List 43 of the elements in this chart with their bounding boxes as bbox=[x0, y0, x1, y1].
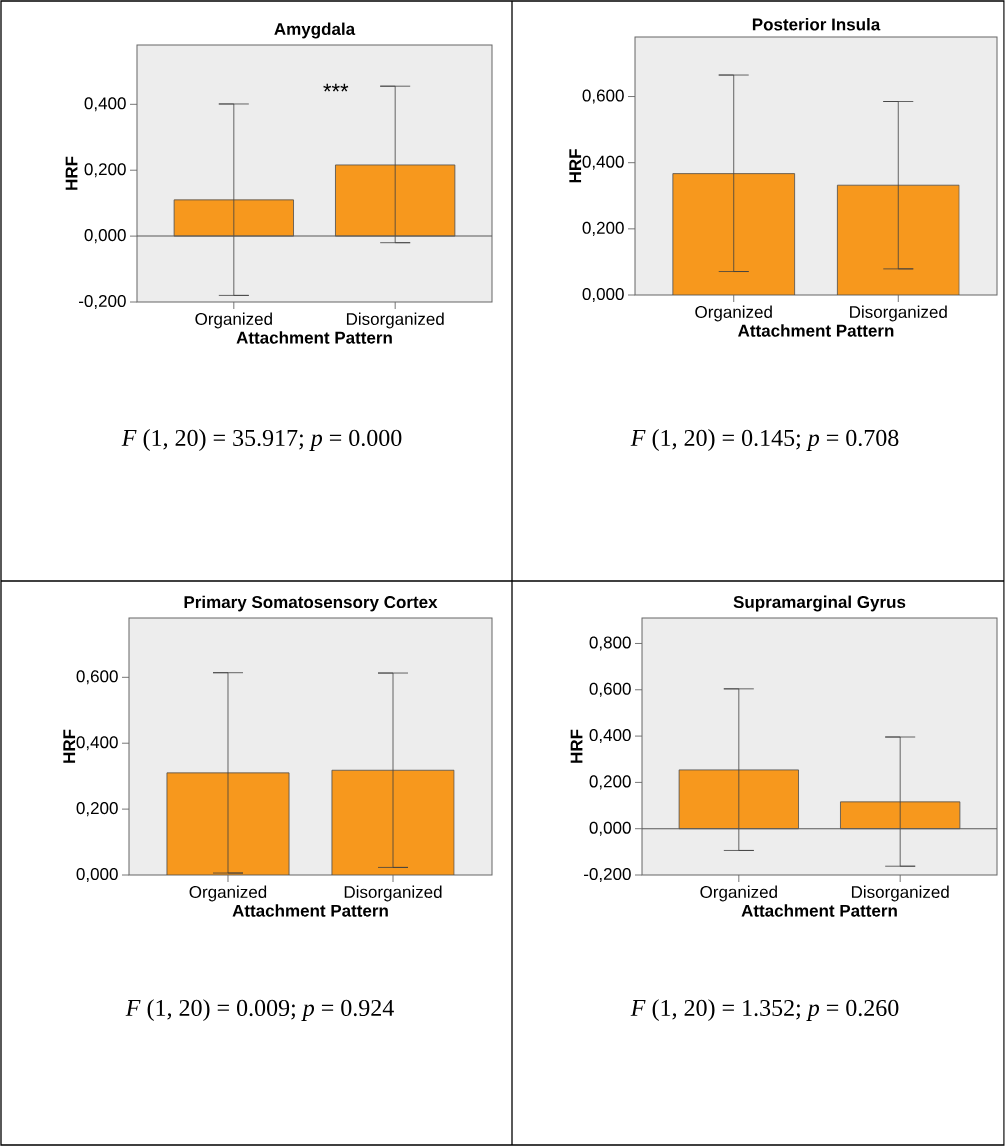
chart-title: Amygdala bbox=[274, 22, 356, 39]
y-tick-label: 0,400 bbox=[582, 155, 624, 170]
y-tick-label: 0,600 bbox=[582, 89, 624, 104]
y-tick-label: -0,200 bbox=[584, 867, 631, 883]
text: F (1, 20) = 0.145; p = 0.708 bbox=[630, 429, 899, 451]
x-tick-label: Disorganized bbox=[344, 885, 442, 902]
y-axis-title: HRF bbox=[570, 729, 583, 763]
y-tick-label: 0,400 bbox=[84, 97, 126, 112]
x-tick-label: Organized bbox=[695, 305, 772, 322]
y-tick-label: 0,600 bbox=[76, 670, 118, 685]
y-tick-label: 0,000 bbox=[76, 867, 118, 883]
x-axis-title: Attachment Pattern bbox=[236, 331, 392, 344]
y-axis-title: HRF bbox=[63, 729, 76, 763]
chart-title: Posterior Insula bbox=[752, 18, 881, 31]
annotation: *** bbox=[323, 83, 349, 92]
y-tick-label: 0,400 bbox=[589, 729, 631, 744]
x-tick-label: Disorganized bbox=[346, 312, 444, 329]
y-tick-label: 0,200 bbox=[76, 802, 118, 817]
x-axis-title: Attachment Pattern bbox=[738, 324, 894, 337]
y-tick-label: 0,200 bbox=[589, 775, 631, 790]
x-tick-label: Organized bbox=[189, 885, 267, 902]
x-tick-label: Organized bbox=[700, 885, 777, 902]
y-axis-title: HRF bbox=[65, 156, 78, 190]
chart-title: Supramarginal Gyrus bbox=[733, 595, 906, 612]
x-axis-title: Attachment Pattern bbox=[232, 904, 388, 917]
y-tick-label: 0,200 bbox=[84, 163, 126, 178]
chart-title: Primary Somatosensory Cortex bbox=[184, 595, 438, 612]
x-tick-label: Disorganized bbox=[850, 305, 947, 322]
text: F (1, 20) = 0.009; p = 0.924 bbox=[125, 999, 394, 1021]
y-axis-title: HRF bbox=[569, 149, 582, 183]
y-tick-label: 0,000 bbox=[589, 821, 631, 836]
y-tick-label: 0,600 bbox=[589, 682, 631, 697]
y-tick-label: 0,400 bbox=[76, 736, 118, 751]
x-tick-label: Organized bbox=[195, 312, 272, 329]
x-tick-label: Disorganized bbox=[851, 885, 949, 902]
y-tick-label: 0,800 bbox=[589, 636, 631, 651]
y-tick-label: 0,200 bbox=[582, 221, 624, 236]
y-tick-label: 0,000 bbox=[582, 287, 624, 303]
text: F (1, 20) = 35.917; p = 0.000 bbox=[121, 429, 402, 451]
x-axis-title: Attachment Pattern bbox=[741, 904, 897, 917]
y-tick-label: 0,000 bbox=[84, 229, 126, 244]
y-tick-label: -0,200 bbox=[79, 294, 126, 310]
text: F (1, 20) = 1.352; p = 0.260 bbox=[630, 999, 899, 1021]
